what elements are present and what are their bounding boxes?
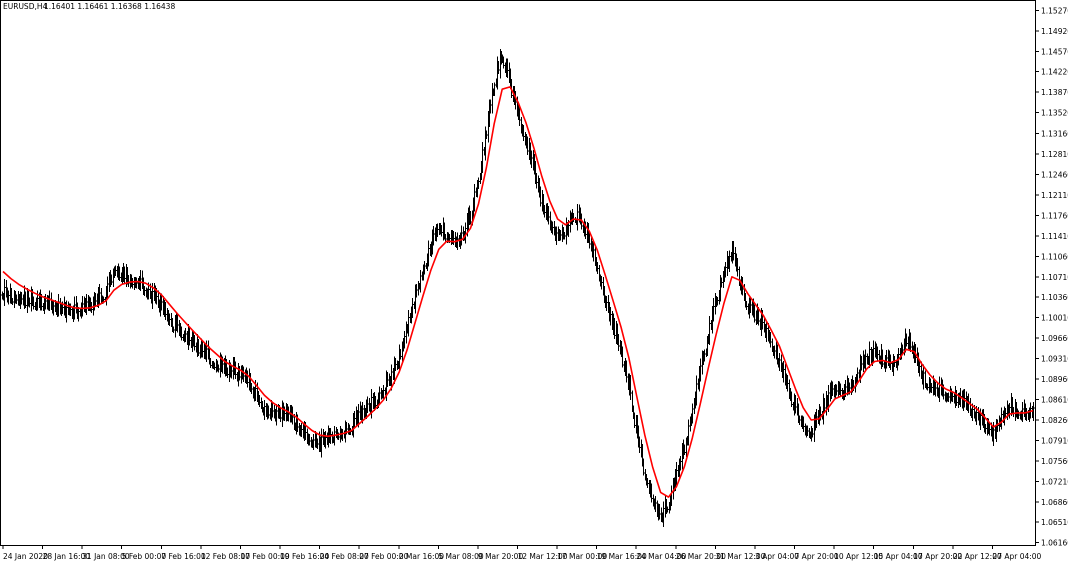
price-tick-label: 1.12110 bbox=[1041, 191, 1068, 200]
price-tick-label: 1.10360 bbox=[1041, 293, 1068, 302]
price-bars bbox=[0, 48, 1035, 527]
price-tick-label: 1.13870 bbox=[1041, 88, 1068, 97]
price-tick-label: 1.12810 bbox=[1041, 150, 1068, 159]
time-tick-label: 3 Apr 04:00 bbox=[755, 552, 799, 561]
time-tick-label: 27 Feb 00:00 bbox=[359, 552, 408, 561]
price-bar bbox=[1032, 402, 1035, 421]
price-tick-label: 1.13520 bbox=[1041, 109, 1068, 118]
time-tick-label: 7 Apr 20:00 bbox=[795, 552, 839, 561]
plot-frame bbox=[0, 0, 1036, 546]
price-axis[interactable]: 1.15270 1.14920 1.14570 1.14220 1.13870 1.135… bbox=[1035, 6, 1068, 548]
price-tick-label: 1.07560 bbox=[1041, 457, 1068, 466]
time-tick-label: 26 Mar 20:00 bbox=[676, 552, 726, 561]
time-tick-label: 19 Mar 16:00 bbox=[597, 552, 647, 561]
price-tick-label: 1.06860 bbox=[1041, 498, 1068, 507]
price-tick-label: 1.14570 bbox=[1041, 47, 1068, 56]
price-tick-label: 1.08960 bbox=[1041, 375, 1068, 384]
price-tick-label: 1.13160 bbox=[1041, 130, 1068, 139]
time-tick-label: 24 Mar 04:00 bbox=[636, 552, 686, 561]
price-tick-label: 1.06510 bbox=[1041, 518, 1068, 527]
time-tick-label: 2 Mar 16:00 bbox=[399, 552, 445, 561]
time-tick-label: 9 Mar 20:00 bbox=[478, 552, 524, 561]
price-tick-label: 1.07210 bbox=[1041, 477, 1068, 486]
chart-info-ohlc: 1.16401 1.16461 1.16368 1.16438 bbox=[44, 2, 175, 11]
price-tick-label: 1.12460 bbox=[1041, 171, 1068, 180]
price-tick-label: 1.14920 bbox=[1041, 27, 1068, 36]
time-tick-label: 31 Jan 08:00 bbox=[82, 552, 130, 561]
price-tick-label: 1.09660 bbox=[1041, 334, 1068, 343]
time-tick-label: 22 Apr 12:00 bbox=[953, 552, 1002, 561]
price-bar bbox=[3, 278, 6, 306]
price-tick-label: 1.15270 bbox=[1041, 6, 1068, 15]
price-tick-label: 1.06160 bbox=[1041, 539, 1068, 548]
time-tick-label: 7 Feb 16:00 bbox=[161, 552, 206, 561]
price-tick-label: 1.09310 bbox=[1041, 355, 1068, 364]
price-tick-label: 1.08610 bbox=[1041, 396, 1068, 405]
price-tick-label: 1.07910 bbox=[1041, 436, 1068, 445]
time-tick-label: 19 Feb 16:00 bbox=[280, 552, 329, 561]
price-tick-label: 1.11410 bbox=[1041, 232, 1068, 241]
time-tick-label: 17 Feb 00:00 bbox=[240, 552, 289, 561]
time-tick-label: 15 Apr 04:00 bbox=[874, 552, 923, 561]
time-tick-label: 12 Mar 12:00 bbox=[518, 552, 568, 561]
time-tick-label: 17 Apr 20:00 bbox=[913, 552, 962, 561]
price-tick-label: 1.11760 bbox=[1041, 211, 1068, 220]
time-tick-label: 5 Mar 08:00 bbox=[438, 552, 484, 561]
time-tick-label: 27 Apr 04:00 bbox=[992, 552, 1041, 561]
time-tick-label: 12 Feb 08:00 bbox=[201, 552, 250, 561]
price-tick-label: 1.11060 bbox=[1041, 252, 1068, 261]
time-tick-label: 10 Apr 12:00 bbox=[834, 552, 883, 561]
time-tick-label: 24 Feb 08:00 bbox=[320, 552, 369, 561]
price-bar bbox=[491, 83, 494, 114]
time-tick-label: 24 Jan 2020 bbox=[3, 552, 48, 561]
moving-average-line bbox=[2, 86, 1034, 498]
time-tick-label: 17 Mar 00:00 bbox=[557, 552, 607, 561]
time-tick-label: 5 Feb 00:00 bbox=[122, 552, 167, 561]
time-tick-label: 31 Mar 12:00 bbox=[715, 552, 765, 561]
price-bar bbox=[0, 290, 2, 303]
price-bar bbox=[576, 204, 579, 231]
time-tick-label: 28 Jan 16:00 bbox=[43, 552, 91, 561]
price-tick-label: 1.14220 bbox=[1041, 68, 1068, 77]
price-tick-label: 1.08260 bbox=[1041, 416, 1068, 425]
price-tick-label: 1.10010 bbox=[1041, 314, 1068, 323]
price-tick-label: 1.10710 bbox=[1041, 273, 1068, 282]
chart-info-symbol: EURUSD,H4 bbox=[3, 2, 47, 11]
